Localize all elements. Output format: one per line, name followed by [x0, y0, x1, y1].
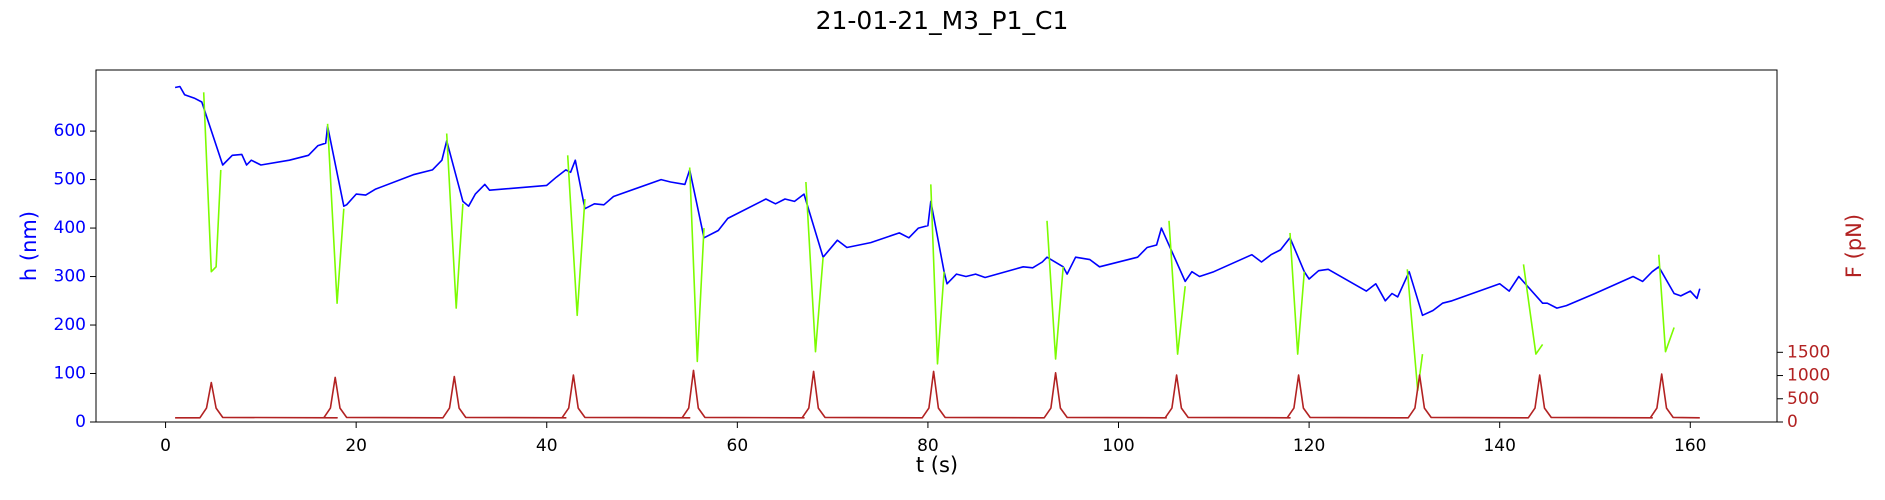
x-tick-label: 160: [1674, 436, 1706, 456]
x-tick-label: 120: [1293, 436, 1325, 456]
x-tick-label: 20: [345, 436, 367, 456]
y-tick-label: 500: [54, 170, 86, 190]
chart-title: 21-01-21_M3_P1_C1: [816, 6, 1069, 35]
y-tick-label: 100: [54, 364, 86, 384]
y2-tick-label: 1000: [1787, 366, 1830, 386]
plot-frame: [95, 69, 1778, 423]
x-tick-label: 80: [917, 436, 939, 456]
x-tick-label: 0: [160, 436, 171, 456]
y2-tick-label: 1500: [1787, 342, 1830, 362]
x-tick-label: 100: [1102, 436, 1134, 456]
y-tick-label: 400: [54, 218, 86, 238]
y2-tick-label: 0: [1787, 412, 1798, 432]
data-line: [174, 85, 1701, 317]
x-tick-label: 40: [536, 436, 558, 456]
x-axis-label: t (s): [916, 453, 958, 477]
y-tick-label: 600: [54, 121, 86, 141]
x-tick-label: 60: [727, 436, 749, 456]
y-tick-label: 300: [54, 267, 86, 287]
y2-axis-label: F (pN): [1842, 214, 1866, 278]
y-tick-label: 0: [75, 412, 86, 432]
y-tick-label: 200: [54, 315, 86, 335]
y2-tick-label: 500: [1787, 389, 1819, 409]
data-line: [175, 369, 1700, 419]
y-axis-label: h (nm): [17, 211, 41, 281]
x-tick-label: 140: [1483, 436, 1515, 456]
